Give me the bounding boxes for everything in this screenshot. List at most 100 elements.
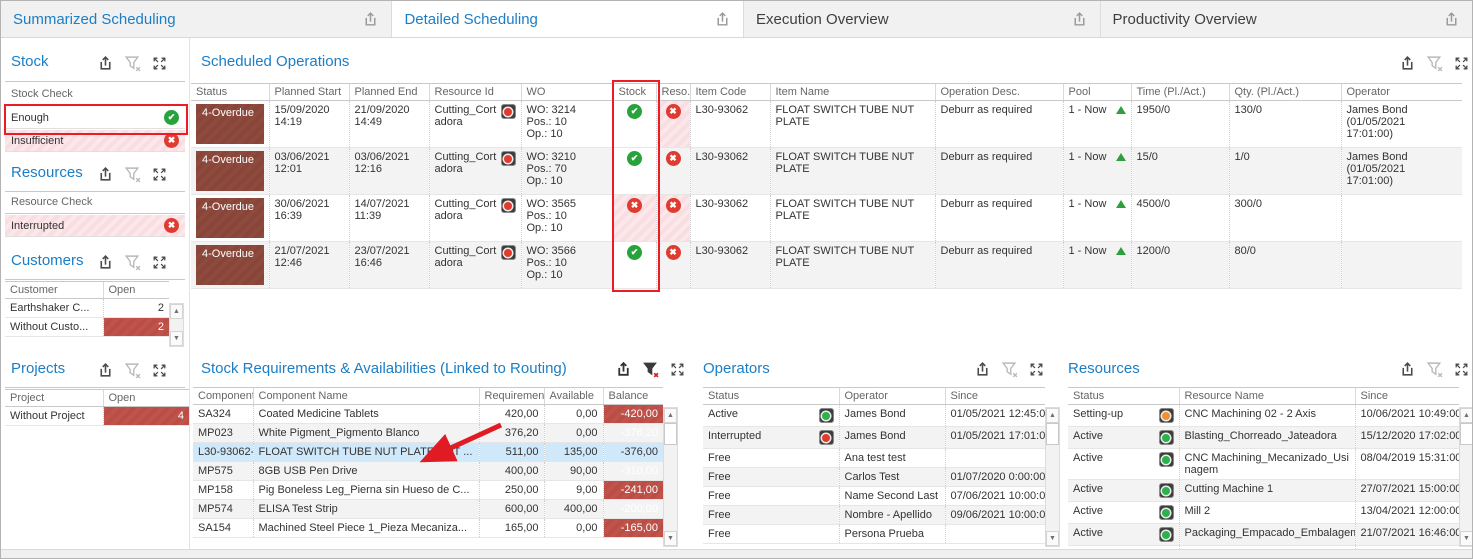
export-icon[interactable] — [714, 11, 731, 28]
stock-row-enough[interactable]: Enough — [5, 107, 185, 129]
col-since[interactable]: Since — [944, 387, 1045, 405]
scheduled-row[interactable]: 4-Overdue 21/07/2021 12:46 23/07/2021 16… — [191, 241, 1462, 289]
scroll-thumb[interactable] — [1046, 423, 1059, 445]
scheduled-row[interactable]: 4-Overdue 03/06/2021 12:01 03/06/2021 12… — [191, 147, 1462, 195]
expand-icon[interactable] — [151, 362, 168, 379]
stock-req-row[interactable]: MP023 White Pigment_Pigmento Blanco 376,… — [193, 423, 663, 443]
col-operator[interactable]: Operator — [838, 387, 945, 405]
resource-row[interactable]: Active Mill 2 13/04/2021 12:00:00 — [1068, 501, 1459, 524]
stock-req-row[interactable]: MP575 8GB USB Pen Drive 400,00 90,00 -31… — [193, 461, 663, 481]
expand-icon[interactable] — [669, 361, 686, 378]
clear-filter-icon[interactable] — [1426, 55, 1443, 72]
operator-row[interactable]: Interrupted James Bond 01/05/2021 17:01:… — [703, 426, 1045, 449]
operator-row[interactable]: Free Ana test test — [703, 448, 1045, 468]
scroll-down-icon[interactable]: ▼ — [170, 331, 183, 346]
stock-row-insufficient[interactable]: Insufficient — [5, 130, 185, 152]
customers-scrollbar[interactable]: ▲ ▼ — [169, 303, 184, 347]
col-status[interactable]: Status — [1068, 387, 1179, 405]
active-filter-icon[interactable] — [642, 361, 659, 378]
scroll-up-icon[interactable]: ▲ — [1046, 408, 1059, 423]
tab-execution-overview[interactable]: Execution Overview — [744, 1, 1101, 37]
col-component-name[interactable]: Component Name — [252, 387, 479, 405]
col-status[interactable]: Status — [703, 387, 839, 405]
expand-icon[interactable] — [151, 55, 168, 72]
tab-summarized-scheduling[interactable]: Summarized Scheduling — [1, 1, 393, 37]
col-open[interactable]: Open — [102, 281, 169, 299]
scheduled-row[interactable]: 4-Overdue 15/09/2020 14:19 21/09/2020 14… — [191, 100, 1462, 148]
operator-row[interactable]: Free Persona Prueba — [703, 524, 1045, 544]
clear-filter-icon[interactable] — [124, 254, 141, 271]
resources-scrollbar[interactable]: ▲ ▼ — [1459, 407, 1472, 547]
clear-filter-icon[interactable] — [1001, 361, 1018, 378]
col-item-code[interactable]: Item Code — [689, 83, 770, 101]
resource-row[interactable]: Active Cutting Machine 1 27/07/2021 15:0… — [1068, 479, 1459, 502]
scroll-thumb[interactable] — [1460, 423, 1472, 445]
clear-filter-icon[interactable] — [124, 362, 141, 379]
clear-filter-icon[interactable] — [124, 166, 141, 183]
col-item-name[interactable]: Item Name — [769, 83, 935, 101]
scroll-down-icon[interactable]: ▼ — [664, 531, 677, 546]
col-resource-id[interactable]: Resource Id — [428, 83, 521, 101]
col-operation-desc[interactable]: Operation Desc. — [934, 83, 1063, 101]
export-icon[interactable] — [1071, 11, 1088, 28]
customer-row[interactable]: Without Custo... 2 — [5, 317, 169, 337]
stock-req-row[interactable]: MP158 Pig Boneless Leg_Pierna sin Hueso … — [193, 480, 663, 500]
col-balance[interactable]: Balance — [602, 387, 663, 405]
col-open[interactable]: Open — [102, 389, 189, 407]
clear-filter-icon[interactable] — [1426, 361, 1443, 378]
col-qty[interactable]: Qty. (Pl./Act.) — [1228, 83, 1341, 101]
stock-req-row[interactable]: SA154 Machined Steel Piece 1_Pieza Mecan… — [193, 518, 663, 538]
scroll-up-icon[interactable]: ▲ — [170, 304, 183, 319]
col-customer[interactable]: Customer — [5, 281, 103, 299]
expand-icon[interactable] — [151, 166, 168, 183]
col-time[interactable]: Time (Pl./Act.) — [1130, 83, 1229, 101]
export-icon[interactable] — [615, 361, 632, 378]
stock-req-row-selected[interactable]: L30-93062-LC FLOAT SWITCH TUBE NUT PLATE… — [193, 442, 663, 462]
customer-row[interactable]: Earthshaker C... 2 — [5, 298, 169, 318]
col-pool[interactable]: Pool — [1062, 83, 1131, 101]
resource-row[interactable]: Active Packaging_Empacado_Embalagem 21/0… — [1068, 523, 1459, 546]
operator-row[interactable]: Free Nombre - Apellido 09/06/2021 10:00:… — [703, 505, 1045, 525]
stock-req-row[interactable]: MP574 ELISA Test Strip 600,00 400,00 -20… — [193, 499, 663, 519]
tab-productivity-overview[interactable]: Productivity Overview — [1100, 1, 1472, 37]
col-project[interactable]: Project — [5, 389, 103, 407]
resource-row[interactable]: Setting-up CNC Machining 02 - 2 Axis 10/… — [1068, 404, 1459, 427]
export-icon[interactable] — [1443, 11, 1460, 28]
operator-row[interactable]: Free Name Second Last 07/06/2021 10:00:0… — [703, 486, 1045, 506]
col-requirement[interactable]: Requirement — [478, 387, 544, 405]
expand-icon[interactable] — [1028, 361, 1045, 378]
expand-icon[interactable] — [1453, 55, 1470, 72]
export-icon[interactable] — [974, 361, 991, 378]
scroll-down-icon[interactable]: ▼ — [1460, 531, 1472, 546]
tab-detailed-scheduling[interactable]: Detailed Scheduling — [392, 1, 744, 37]
export-icon[interactable] — [97, 362, 114, 379]
col-resource[interactable]: Reso... — [655, 83, 690, 101]
export-icon[interactable] — [1399, 55, 1416, 72]
expand-icon[interactable] — [151, 254, 168, 271]
col-component[interactable]: Component — [193, 387, 253, 405]
operator-row[interactable]: Free Carlos Test 01/07/2020 0:00:00 — [703, 467, 1045, 487]
col-wo[interactable]: WO — [520, 83, 613, 101]
scroll-thumb[interactable] — [664, 423, 677, 445]
col-stock[interactable]: Stock — [612, 83, 656, 101]
stock-requirements-scrollbar[interactable]: ▲ ▼ — [663, 407, 678, 547]
scheduled-row[interactable]: 4-Overdue 30/06/2021 16:39 14/07/2021 11… — [191, 194, 1462, 242]
resource-row[interactable]: Active Blasting_Chorreado_Jateadora 15/1… — [1068, 426, 1459, 449]
export-icon[interactable] — [97, 166, 114, 183]
col-since[interactable]: Since — [1354, 387, 1459, 405]
col-planned-start[interactable]: Planned Start — [268, 83, 349, 101]
clear-filter-icon[interactable] — [124, 55, 141, 72]
export-icon[interactable] — [97, 55, 114, 72]
project-row[interactable]: Without Project 4 — [5, 406, 189, 426]
export-icon[interactable] — [362, 11, 379, 28]
col-operator[interactable]: Operator — [1340, 83, 1462, 101]
resource-row[interactable]: Active CNC Machining_Mecanizado_Usinagem… — [1068, 448, 1459, 480]
stock-req-row[interactable]: SA324 Coated Medicine Tablets 420,00 0,0… — [193, 404, 663, 424]
expand-icon[interactable] — [1453, 361, 1470, 378]
col-status[interactable]: Status — [191, 83, 269, 101]
operators-scrollbar[interactable]: ▲ ▼ — [1045, 407, 1060, 547]
export-icon[interactable] — [97, 254, 114, 271]
col-planned-end[interactable]: Planned End — [348, 83, 429, 101]
export-icon[interactable] — [1399, 361, 1416, 378]
operator-row[interactable]: Active James Bond 01/05/2021 12:45:00 — [703, 404, 1045, 427]
